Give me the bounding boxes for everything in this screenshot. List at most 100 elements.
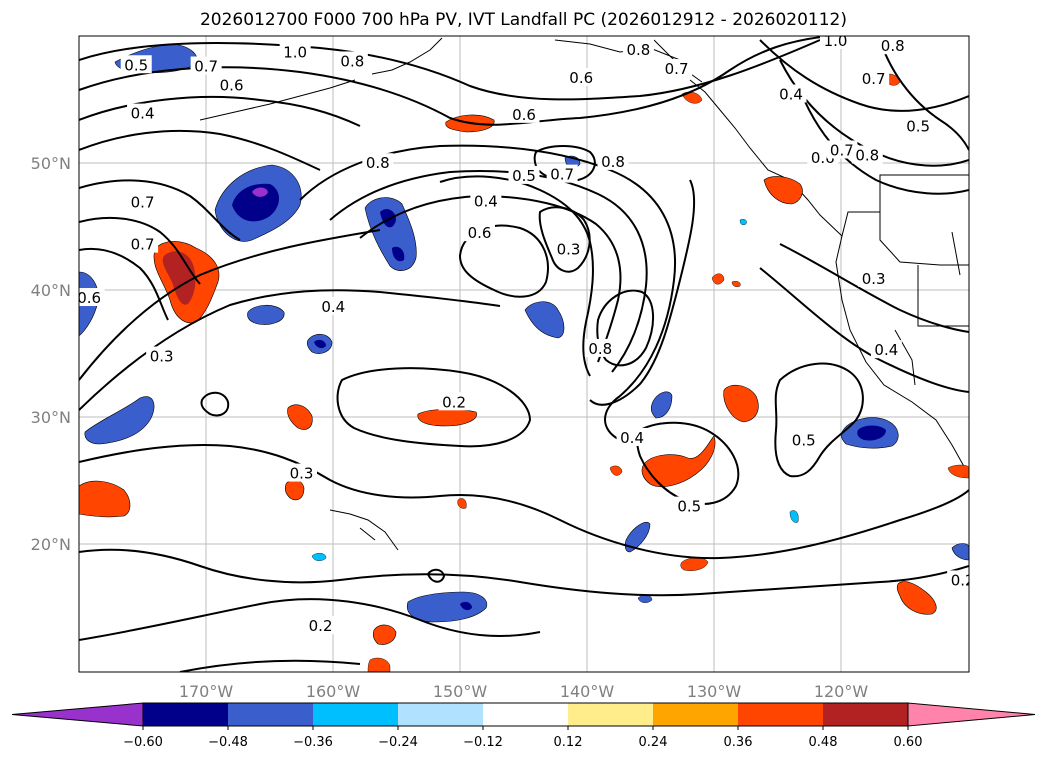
contour-label: 1.0 [824,32,848,50]
contour-label: 0.7 [550,166,574,184]
contour-label: 0.7 [131,236,155,254]
contour-label-bg [947,570,969,589]
colorbar-tick-label: 0.12 [554,735,583,750]
map-frame [78,35,970,673]
colorbar-bin [398,703,483,726]
contour-label: 0.5 [906,117,930,135]
contour-label: 0.4 [874,341,898,359]
lat-label-50: 50°N [31,154,71,173]
contour-label-bg [788,430,820,449]
contour-label-bg [470,191,502,210]
contour-label-bg [546,164,578,183]
contour-label: 0.2 [309,617,333,635]
colorbar: −0.60 −0.48 −0.36 −0.24 −0.12 0.12 0.24 0.36 0.4… [11,702,1036,750]
contour-label-bg [616,427,648,446]
contour-label: 0.4 [131,105,155,123]
contour-label: 0.6 [569,69,593,87]
contour-label: 0.6 [77,289,101,307]
colorbar-bin [738,703,823,726]
contour-label-bg [858,69,890,88]
contour-label: 0.4 [779,86,803,104]
contour-labels: 0.5 0.70.61.0 0.80.4 0.60.6 0.70.8 1.00.40.70… [77,32,975,635]
colorbar-bin [228,703,313,726]
contour-label: 0.8 [588,340,612,358]
contour-label-bg [661,59,693,78]
contour-label-bg [127,192,159,211]
colorbar-tick-label: −0.12 [463,735,503,750]
map-title: 2026012700 F000 700 hPa PV, IVT Landfall… [199,10,847,30]
contour-label: 0.7 [862,70,886,88]
contour-label-bg [508,165,540,184]
colorbar-extend-low [11,702,144,727]
contour-label: 0.8 [881,37,905,55]
contour-label-bg [127,103,159,122]
lon-label-160w: 160°W [306,682,361,701]
lat-label-20: 20°N [31,535,71,554]
contour-label: 0.8 [601,153,625,171]
lat-axis-labels: 20°N 30°N 40°N 50°N [31,154,71,554]
contour-label: 0.3 [557,241,581,259]
lon-label-120w: 120°W [814,682,869,701]
contour-label: 0.4 [620,429,644,447]
contour-label: 0.6 [220,77,244,95]
contour-label: 0.8 [340,52,364,70]
contour-label-bg [858,268,890,287]
contour-label-bg [820,36,851,50]
colorbar-tick-label: 0.36 [724,735,753,750]
plot-area: 0.5 0.70.61.0 0.80.4 0.60.6 0.70.8 1.00.40.70… [77,32,975,672]
contour-label-bg [584,338,616,357]
contour-label: 0.7 [665,60,689,78]
contour-label-bg [336,51,368,70]
contour-label: 0.4 [474,192,498,210]
contour-label-bg [597,151,629,170]
colorbar-outline [142,702,909,727]
contour-label-bg [279,42,311,61]
coastlines [199,37,969,551]
contour-label: 0.5 [512,167,536,185]
contour-label-bg [216,75,248,94]
colorbar-bin [143,703,228,726]
contour-label-bg [826,140,858,159]
contour-label-bg [673,496,705,515]
contour-label-bg [870,340,902,359]
contour-label-bg [190,56,222,75]
contour-label-bg [464,223,495,242]
lon-label-130w: 130°W [687,682,742,701]
contour-label: 1.0 [283,44,307,62]
contour-label: 0.8 [366,154,390,172]
contour-label: 0.2 [442,393,466,411]
contour-label-bg [120,55,152,74]
colorbar-tick-label: −0.24 [378,735,418,750]
contour-label-bg [622,39,654,58]
contour-label-bg [565,67,597,86]
lat-label-30: 30°N [31,408,71,427]
contour-label: 0.7 [194,58,218,76]
colorbar-bin [568,703,653,726]
colorbar-extend-high [907,702,1036,727]
contour-label: 0.6 [512,106,536,124]
colorbar-tick-label: 0.48 [809,735,838,750]
lon-axis-labels: 170°W 160°W 150°W 140°W 130°W 120°W [179,682,869,701]
colorbar-tick-label: −0.36 [293,735,333,750]
contour-label-bg [146,346,178,365]
contour-label-bg [286,463,317,482]
contour-label: 0.5 [792,431,816,449]
contour-label: 0.3 [150,348,174,366]
contour-label: 0.5 [677,498,701,516]
contour-label: 0.8 [626,41,650,59]
contour-label-bg [79,288,105,307]
contour-label-bg [438,392,470,411]
contour-label-bg [851,145,883,164]
contour-label-bg [508,104,540,123]
colorbar-bin [313,703,398,726]
contour-label-bg [775,84,807,103]
contour-label-bg [317,296,349,315]
colorbar-bin [823,703,908,726]
contour-label: 0.3 [290,465,314,483]
contour-label: 0.8 [855,147,879,165]
contour-label: 0.2 [951,571,975,589]
contour-label-bg [305,616,337,635]
contour-label: 0.7 [830,141,854,159]
contour-label: 0.5 [124,56,148,74]
